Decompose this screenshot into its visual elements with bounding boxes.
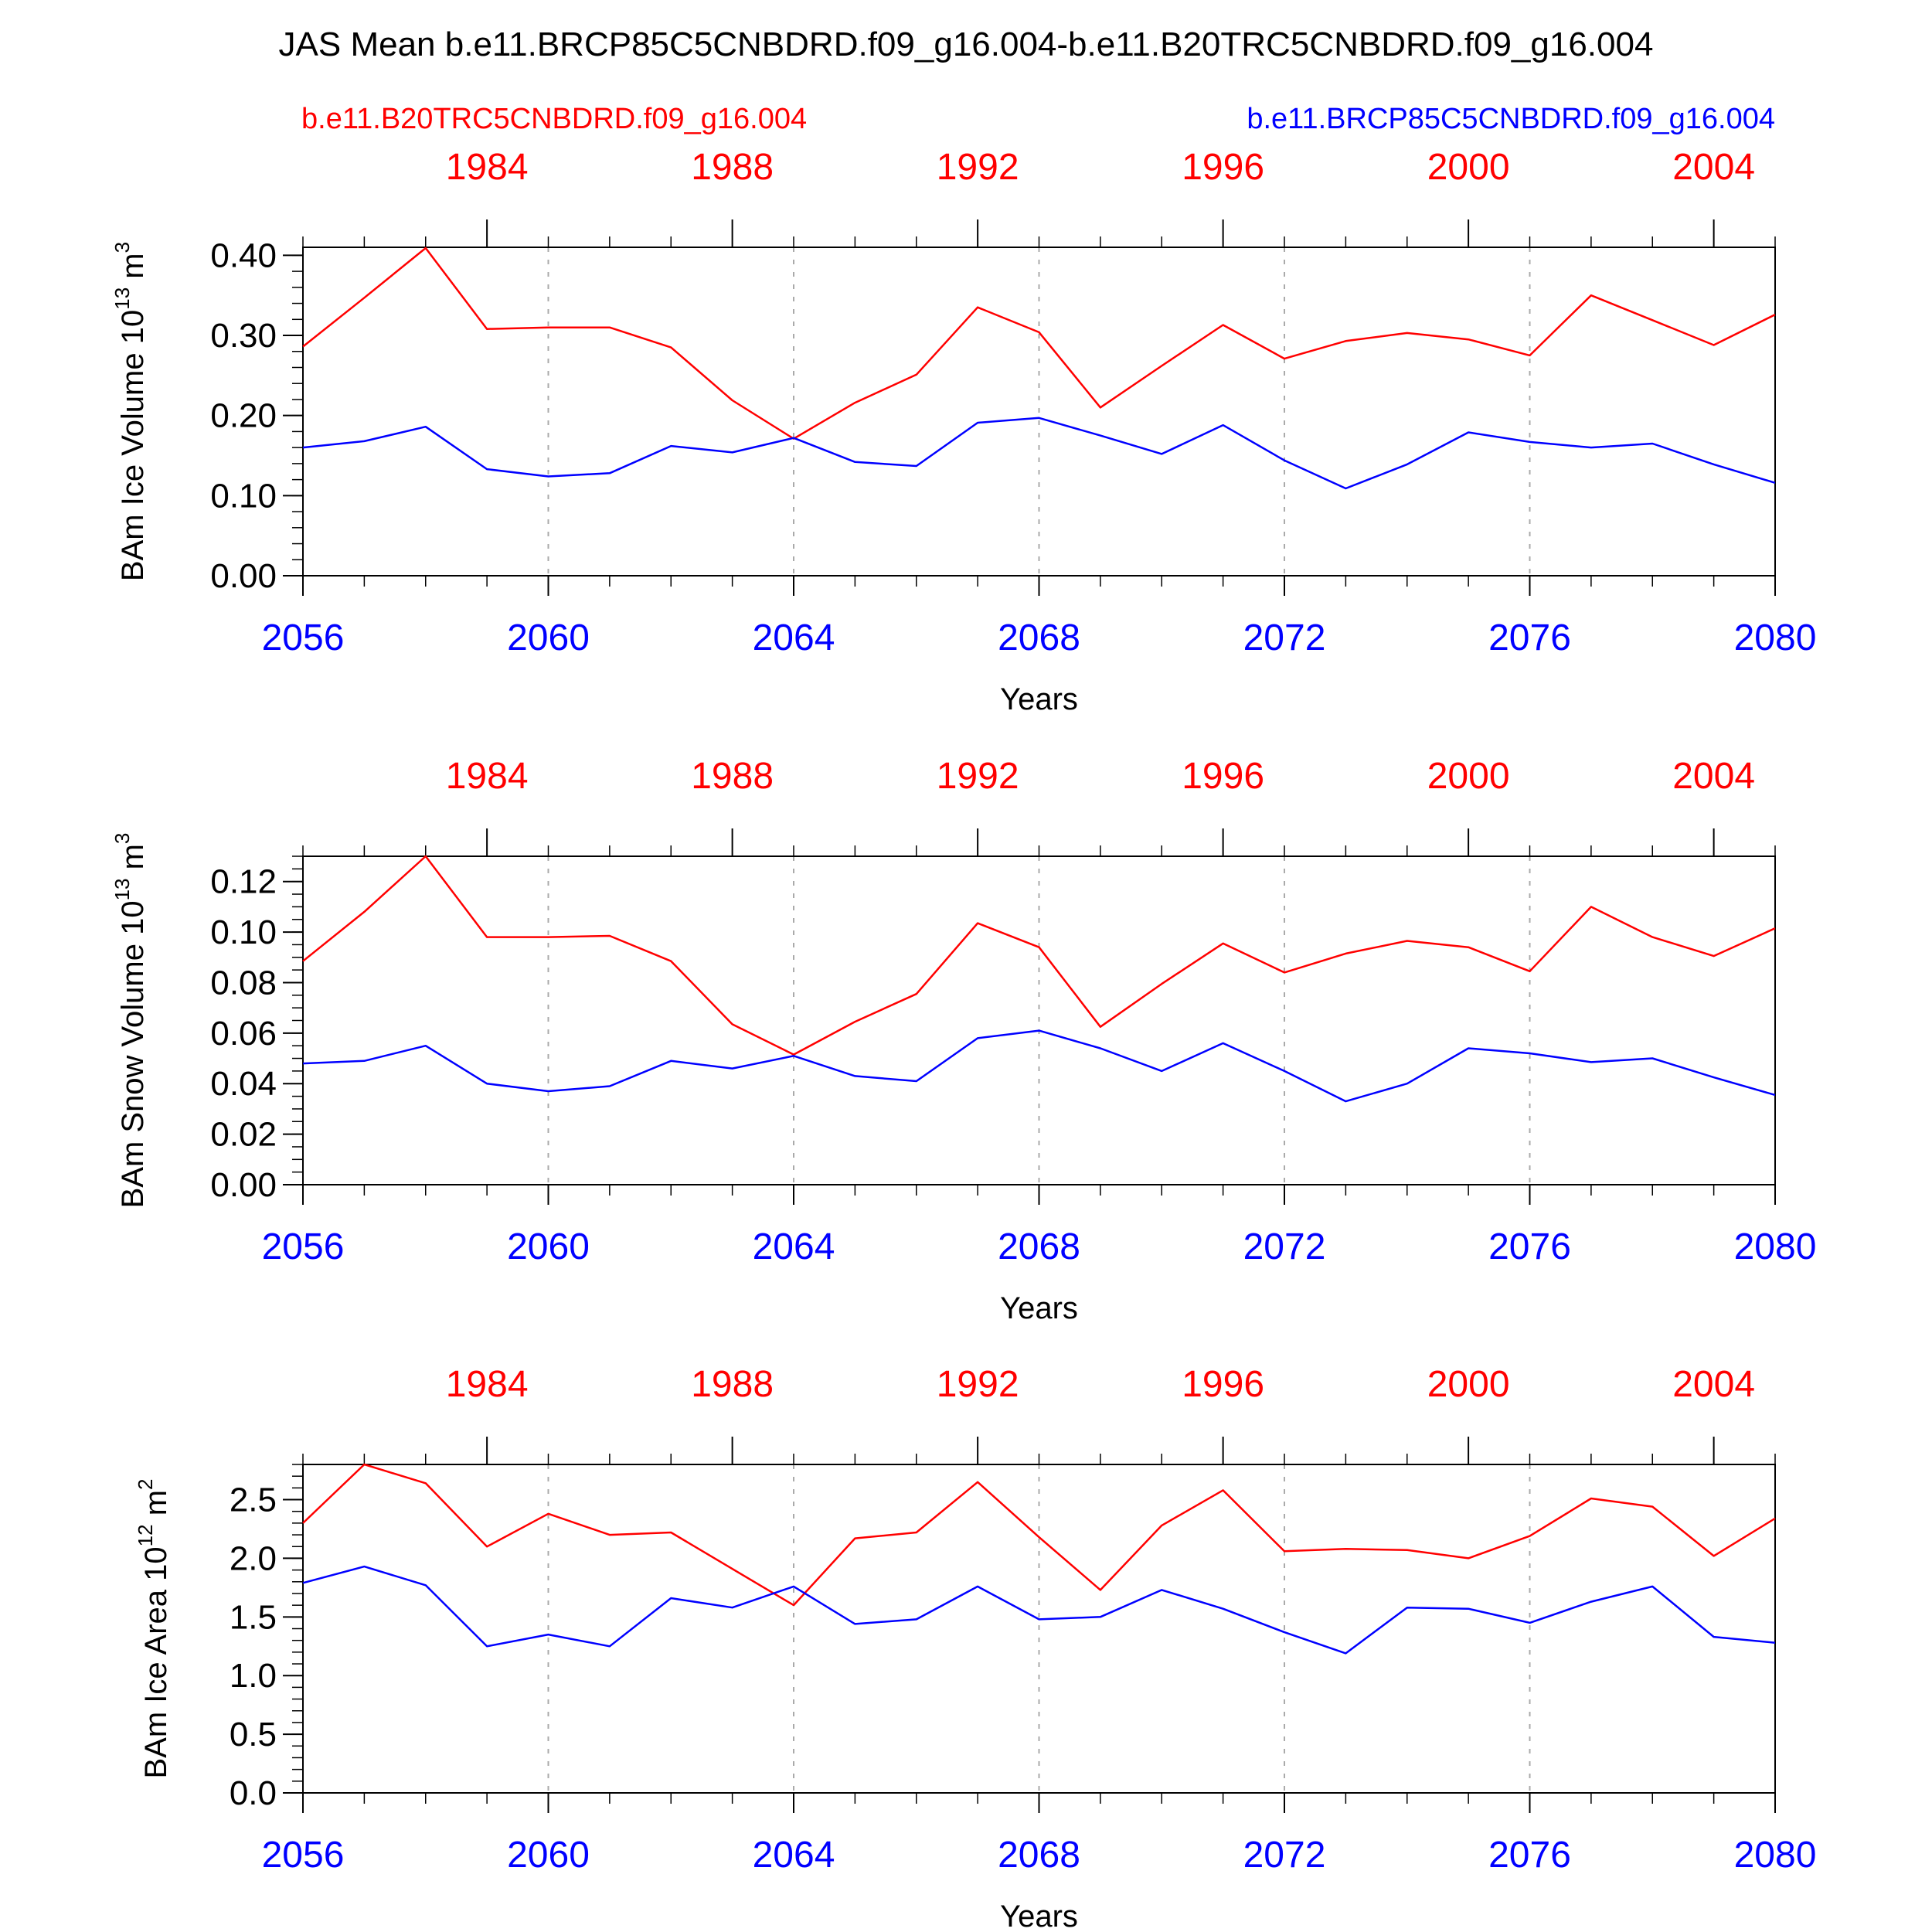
top-tick-label: 1984 (446, 1364, 529, 1405)
top-tick-label: 1988 (691, 1364, 774, 1405)
x-tick-label: 2060 (507, 1226, 590, 1267)
top-tick-label: 1992 (937, 1364, 1019, 1405)
x-tick-label: 2072 (1243, 1226, 1326, 1267)
legend-left: b.e11.B20TRC5CNBDRD.f09_g16.004 (301, 103, 807, 135)
x-tick-label: 2056 (262, 617, 345, 658)
top-tick-label: 1992 (937, 756, 1019, 797)
top-tick-label: 1984 (446, 147, 529, 188)
top-tick-label: 1996 (1182, 756, 1264, 797)
legend-right: b.e11.BRCP85C5CNBDRD.f09_g16.004 (1247, 103, 1775, 135)
y-tick-label: 0.06 (210, 1015, 277, 1053)
top-tick-label: 2000 (1427, 756, 1510, 797)
y-tick-label: 2.0 (230, 1539, 277, 1577)
y-tick-label: 0.02 (210, 1116, 277, 1154)
x-tick-label: 2080 (1734, 1226, 1817, 1267)
series-line-red (302, 247, 1776, 440)
x-tick-label: 2064 (753, 1835, 835, 1876)
y-tick-label: 0.12 (210, 863, 277, 901)
y-tick-label: 0.00 (210, 1166, 277, 1204)
x-tick-label: 2080 (1734, 617, 1817, 658)
top-tick-label: 1996 (1182, 1364, 1264, 1405)
top-tick-label: 2000 (1427, 147, 1510, 188)
y-tick-label: 0.00 (210, 557, 277, 595)
top-tick-label: 2004 (1672, 756, 1755, 797)
x-tick-label: 2056 (262, 1226, 345, 1267)
y-tick-label: 0.30 (210, 317, 277, 355)
top-tick-label: 1996 (1182, 147, 1264, 188)
y-tick-label: 0.0 (230, 1774, 277, 1812)
y-axis-label: BAm Snow Volume 1013 m3 (111, 833, 150, 1209)
x-axis-label: Years (1000, 1900, 1078, 1932)
panel-2: 0.00 0.02 0.04 0.06 0.08 0.10 0.12 2056 2060 2064… (111, 756, 1816, 1325)
y-axis-label: BAm Ice Area 1012 m2 (134, 1479, 173, 1779)
y-tick-label: 0.10 (210, 477, 277, 515)
x-tick-label: 2068 (998, 617, 1080, 658)
x-tick-label: 2060 (507, 617, 590, 658)
top-tick-label: 1988 (691, 147, 774, 188)
x-tick-label: 2068 (998, 1226, 1080, 1267)
series-line-blue (302, 1565, 1776, 1655)
x-tick-label: 2064 (753, 1226, 835, 1267)
x-tick-label: 2080 (1734, 1835, 1817, 1876)
top-tick-label: 2004 (1672, 147, 1755, 188)
x-tick-label: 2064 (753, 617, 835, 658)
x-tick-label: 2060 (507, 1835, 590, 1876)
y-tick-label: 0.10 (210, 913, 277, 951)
x-tick-label: 2056 (262, 1835, 345, 1876)
y-tick-label: 2.5 (230, 1481, 277, 1519)
series-line-red (302, 855, 1776, 1056)
series-line-red (302, 1463, 1776, 1607)
x-tick-label: 2068 (998, 1835, 1080, 1876)
x-tick-label: 2076 (1488, 617, 1571, 658)
top-tick-label: 1984 (446, 756, 529, 797)
y-tick-label: 0.20 (210, 397, 277, 435)
y-tick-label: 1.0 (230, 1657, 277, 1695)
figure-title: JAS Mean b.e11.BRCP85C5CNBDRD.f09_g16.00… (279, 26, 1654, 63)
x-tick-label: 2072 (1243, 617, 1326, 658)
y-tick-label: 0.04 (210, 1065, 277, 1103)
top-tick-label: 1992 (937, 147, 1019, 188)
x-axis-label: Years (1000, 1291, 1078, 1325)
top-tick-label: 2004 (1672, 1364, 1755, 1405)
panel-3: 0.0 0.5 1.0 1.5 2.0 2.5 2056 2060 2064 2068 2072 20… (134, 1364, 1816, 1932)
y-tick-label: 0.40 (210, 236, 277, 274)
panel-1: 0.00 0.10 0.20 0.30 0.40 2056 2060 2064 2068 2072… (111, 147, 1816, 716)
x-tick-label: 2076 (1488, 1835, 1571, 1876)
y-tick-label: 0.5 (230, 1716, 277, 1753)
x-tick-label: 2076 (1488, 1226, 1571, 1267)
x-axis-label: Years (1000, 682, 1078, 716)
x-tick-label: 2072 (1243, 1835, 1326, 1876)
series-line-blue (302, 417, 1776, 490)
y-tick-label: 0.08 (210, 964, 277, 1002)
top-tick-label: 2000 (1427, 1364, 1510, 1405)
series-line-blue (302, 1029, 1776, 1103)
y-tick-label: 1.5 (230, 1598, 277, 1636)
top-tick-label: 1988 (691, 756, 774, 797)
y-axis-label: BAm Ice Volume 1013 m3 (111, 242, 150, 581)
